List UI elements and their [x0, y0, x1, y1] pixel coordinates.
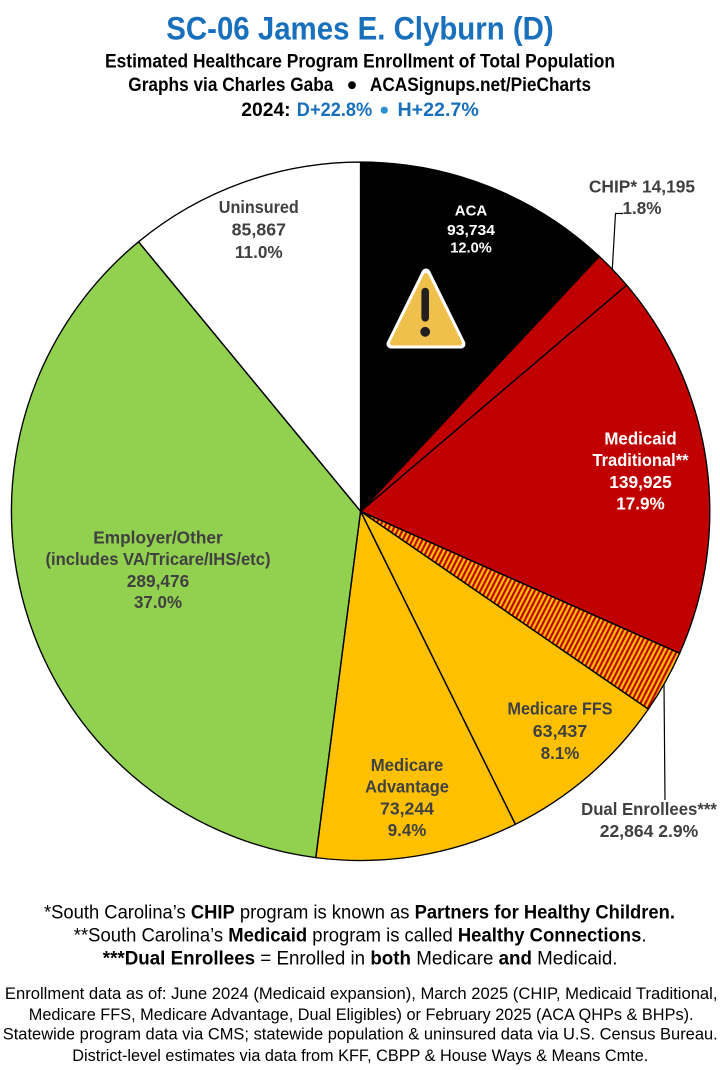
svg-text:63,437: 63,437 [533, 721, 588, 741]
svg-text:**South Carolina’s: **South Carolina’s [74, 926, 228, 947]
svg-text:Medicaid: Medicaid [604, 428, 676, 448]
svg-text:12.0%: 12.0% [450, 240, 492, 257]
svg-text:and: and [499, 949, 532, 970]
svg-text:Medicaid.: Medicaid. [532, 949, 618, 970]
svg-text:Dual Enrollees***: Dual Enrollees*** [581, 799, 717, 819]
svg-text:85,867: 85,867 [232, 220, 286, 240]
svg-text:***Dual Enrollees: ***Dual Enrollees [103, 949, 255, 970]
svg-text:2024:: 2024: [241, 100, 290, 121]
svg-text:22,864 2.9%: 22,864 2.9% [600, 821, 699, 841]
svg-text:73,244: 73,244 [380, 798, 434, 818]
svg-text:9.4%: 9.4% [388, 820, 427, 840]
svg-text:Healthy Connections: Healthy Connections [458, 926, 641, 947]
svg-text:Enrollment data as of: June 20: Enrollment data as of: June 2024 (Medica… [5, 984, 718, 1003]
svg-text:both: both [370, 949, 411, 970]
svg-text:District-level estimates via d: District-level estimates via data from K… [72, 1046, 648, 1065]
svg-text:37.0%: 37.0% [134, 592, 182, 612]
svg-text:ACA: ACA [455, 203, 488, 220]
svg-text:93,734: 93,734 [447, 222, 496, 239]
svg-text:CHIP* 14,195: CHIP* 14,195 [589, 176, 695, 196]
svg-text:.: . [641, 926, 646, 947]
svg-text:Partners for Healthy Children.: Partners for Healthy Children. [415, 903, 675, 924]
svg-text:139,925: 139,925 [609, 472, 672, 492]
svg-text:Uninsured: Uninsured [219, 197, 299, 217]
svg-text:Traditional**: Traditional** [593, 450, 689, 470]
svg-text:= Enrolled in: = Enrolled in [255, 949, 370, 970]
svg-text:D+22.8%: D+22.8% [297, 100, 372, 121]
svg-text:program is called: program is called [307, 926, 458, 947]
svg-text:Statewide program data via CMS: Statewide program data via CMS; statewid… [3, 1025, 718, 1044]
svg-text:Advantage: Advantage [365, 777, 449, 797]
svg-text:8.1%: 8.1% [541, 743, 580, 763]
svg-text:17.9%: 17.9% [616, 494, 665, 514]
svg-text:1.8%: 1.8% [623, 198, 662, 218]
svg-text:Estimated Healthcare Program E: Estimated Healthcare Program Enrollment … [105, 52, 615, 73]
svg-text:*South Carolina’s: *South Carolina’s [44, 903, 191, 924]
svg-text:Medicare FFS: Medicare FFS [508, 699, 613, 719]
svg-text:Medicare: Medicare [371, 755, 444, 775]
svg-text:11.0%: 11.0% [235, 242, 283, 262]
svg-text:289,476: 289,476 [127, 571, 190, 591]
svg-text:program is known as: program is known as [235, 903, 415, 924]
svg-text:H+22.7%: H+22.7% [398, 100, 479, 121]
svg-text:CHIP: CHIP [191, 903, 235, 924]
svg-text:Employer/Other: Employer/Other [93, 527, 223, 547]
svg-text:ACASignups.net/PieCharts: ACASignups.net/PieCharts [370, 75, 591, 96]
svg-text:Graphs via Charles Gaba: Graphs via Charles Gaba [128, 75, 333, 96]
svg-text:Medicare: Medicare [411, 949, 499, 970]
svg-text:Medicaid: Medicaid [228, 926, 307, 947]
svg-text:SC-06 James E. Clyburn (D): SC-06 James E. Clyburn (D) [166, 11, 553, 47]
svg-text:Medicare FFS, Medicare Advanta: Medicare FFS, Medicare Advantage, Dual E… [29, 1005, 694, 1024]
svg-text:(includes VA/Tricare/IHS/etc): (includes VA/Tricare/IHS/etc) [46, 549, 271, 569]
